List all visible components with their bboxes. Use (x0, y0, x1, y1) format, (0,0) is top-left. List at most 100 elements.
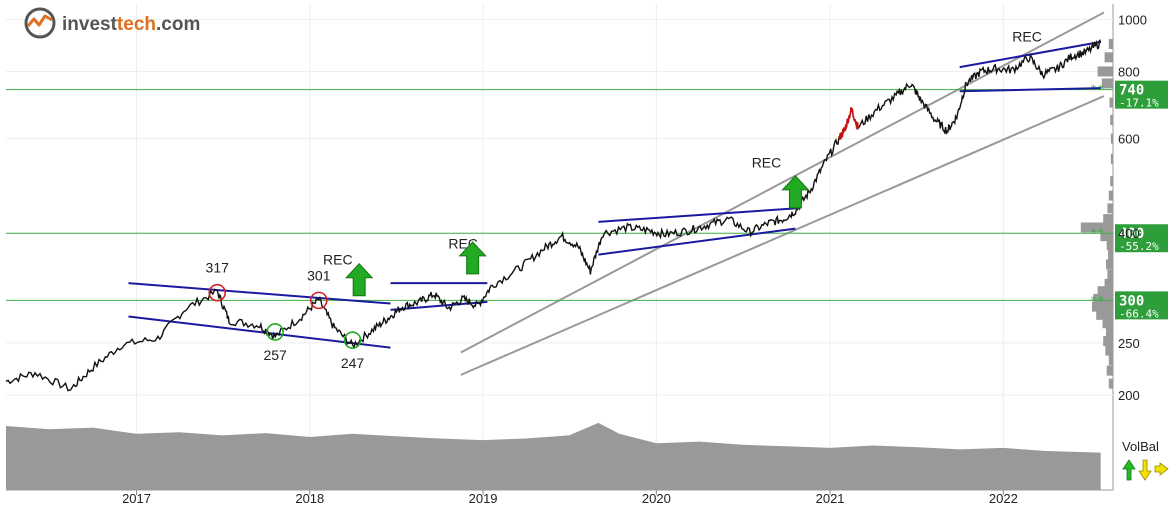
pivot-label: 247 (341, 355, 365, 371)
chart-patterns (128, 40, 1101, 349)
volbal-up-arrow-icon (1122, 459, 1136, 481)
pivot-label: 301 (307, 267, 331, 283)
support-marker-icon: ** (1090, 83, 1104, 97)
support-value: 300 (1119, 293, 1144, 309)
volume-profile-bar (1101, 78, 1113, 89)
buy-arrow-icon (458, 241, 487, 275)
volume-profile-bar (1110, 153, 1113, 164)
support-levels: ** 740-17.1% ** 400-55.2% ** 300-66.4% (6, 80, 1168, 320)
support-value: 400 (1119, 226, 1144, 242)
volume-profile-bar (1100, 231, 1113, 242)
support-marker-icon: ** (1090, 226, 1104, 240)
support-badge (1115, 80, 1168, 109)
volume-profile-bar (1106, 365, 1113, 376)
logo-mark-icon (24, 7, 56, 39)
price-series-line (5, 39, 1102, 392)
price-highlight-segment (838, 107, 859, 140)
x-tick-label: 2021 (816, 491, 845, 506)
volbal-indicator: VolBal (1122, 439, 1169, 481)
support-badge (1115, 291, 1168, 320)
volume-profile-bar (1108, 38, 1113, 49)
pattern-line (959, 87, 1101, 93)
pattern-line (128, 282, 391, 305)
price-line (5, 39, 1102, 392)
pattern-line (598, 207, 796, 223)
logo-accent: tech (117, 14, 156, 35)
x-tick-label: 2017 (122, 491, 151, 506)
volume-profile-bar (1103, 214, 1113, 225)
volume-profile-bar (1105, 345, 1113, 356)
y-tick-label: 250 (1118, 336, 1140, 351)
volume-profile-bar (1110, 114, 1113, 125)
volume-profile-bar (1108, 249, 1113, 260)
volume-profile-bar (1097, 66, 1113, 77)
pattern-line (598, 227, 796, 256)
volume-profile-bar (1096, 309, 1113, 320)
volume-profile-bar (1102, 318, 1113, 329)
pivot-bottom-circle (343, 331, 362, 349)
volume-profile-bar (1107, 203, 1113, 214)
pivot-label: 257 (263, 347, 287, 363)
volume-profile-bar (1104, 278, 1113, 289)
x-tick-label: 2020 (642, 491, 671, 506)
support-percent: -55.2% (1119, 240, 1159, 253)
volume-profile-bar (1108, 378, 1113, 389)
volume-profile-bar (1108, 190, 1113, 201)
volume-profile-bar (1106, 259, 1113, 270)
volume-profile-bar (1110, 176, 1113, 187)
volume-profile-bar (1109, 97, 1113, 108)
volume-profile-bar (1093, 293, 1113, 304)
buy-arrow-icon (345, 263, 374, 297)
support-value: 740 (1119, 83, 1144, 99)
volume-area (6, 422, 1101, 490)
pivot-label: 317 (206, 260, 230, 276)
logo-suffix: .com (156, 14, 200, 35)
pivot-top-circle (310, 291, 328, 310)
x-tick-label: 2019 (469, 491, 498, 506)
rec-label: REC (323, 251, 353, 267)
logo-text: investtech.com (62, 14, 200, 35)
volume-profile-bar (1104, 52, 1113, 63)
volume-profile (1080, 38, 1113, 389)
logo-prefix: invest (62, 14, 118, 35)
trend-channel (460, 11, 1105, 376)
rec-label: REC (1012, 28, 1042, 44)
volbal-right-arrow-icon (1154, 462, 1169, 476)
chart-axes: 200 250 400 600 800 1000 2017 2018 2019 2020 2021 2… (122, 12, 1147, 506)
pivot-top-circle (208, 283, 227, 302)
y-tick-label: 400 (1118, 226, 1140, 241)
volume-profile-bar (1110, 133, 1113, 144)
support-percent: -66.4% (1119, 307, 1159, 320)
volume-profile-bar (1092, 301, 1113, 312)
volume-profile-bar (1080, 222, 1113, 233)
volume-shape (6, 422, 1101, 490)
x-tick-label: 2018 (295, 491, 324, 506)
y-tick-label: 200 (1118, 388, 1140, 403)
volume-profile-bar (1097, 286, 1113, 297)
investtech-logo: investtech.com (24, 7, 200, 39)
plot-frame (6, 4, 1114, 491)
pivot-bottom-circle (266, 323, 284, 341)
y-tick-label: 800 (1118, 64, 1140, 79)
x-tick-label: 2022 (989, 491, 1018, 506)
support-marker-icon: ** (1090, 293, 1104, 307)
buy-arrow-icon (781, 175, 810, 209)
volume-profile-bar (1107, 269, 1113, 280)
support-percent: -17.1% (1119, 97, 1159, 110)
support-badge (1115, 224, 1168, 253)
trend-channel-line (460, 95, 1105, 376)
pattern-line (390, 300, 488, 311)
rec-label: REC (752, 155, 782, 171)
y-tick-label: 600 (1118, 132, 1140, 147)
trend-channel-line (460, 11, 1105, 354)
y-tick-label: 1000 (1118, 12, 1147, 27)
volbal-down-arrow-icon (1138, 459, 1152, 481)
volbal-label: VolBal (1122, 439, 1159, 454)
volume-profile-bar (1106, 326, 1113, 337)
volume-profile-bar (1108, 355, 1113, 366)
chart-grid (6, 4, 1113, 490)
volume-profile-bar (1106, 240, 1113, 251)
volume-profile-bar (1103, 336, 1113, 347)
